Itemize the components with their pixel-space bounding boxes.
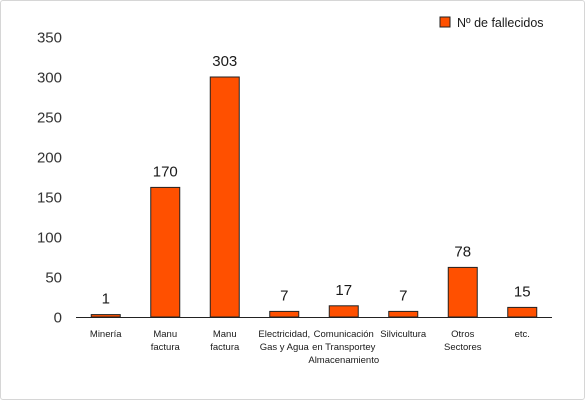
x-tick-label-line: Otros xyxy=(451,329,474,340)
x-tick-label-line: Almacenamiento xyxy=(308,355,379,366)
bar xyxy=(388,310,419,318)
x-tick-label-line: Manu xyxy=(213,329,237,340)
bar xyxy=(447,266,478,318)
x-tick-label: Manu factura xyxy=(151,329,181,353)
x-tick-label: etc. xyxy=(515,329,530,340)
x-tick-label: Silvicultura xyxy=(380,329,427,340)
x-tick-label-line: factura xyxy=(151,342,181,353)
bar xyxy=(328,305,359,318)
bar xyxy=(507,306,538,318)
x-tick-label-line: Minería xyxy=(90,329,122,340)
bar xyxy=(150,186,181,318)
data-label: 7 xyxy=(280,287,288,304)
x-tick-label-line: factura xyxy=(210,342,240,353)
bar xyxy=(209,76,240,318)
x-tick-label-line: en Transportey xyxy=(312,342,376,353)
data-label: 303 xyxy=(212,53,237,70)
y-tick-label: 150 xyxy=(37,190,62,207)
x-tick-label: Electricidad, Gas y Agua xyxy=(258,329,310,353)
y-tick-label: 250 xyxy=(37,110,62,127)
bar xyxy=(90,314,121,318)
x-tick-label-line: Gas y Agua xyxy=(260,342,310,353)
x-axis: Minería Manu factura Manu factura Electricida… xyxy=(76,317,552,366)
y-tick-label: 200 xyxy=(37,150,62,167)
y-tick-label: 100 xyxy=(37,230,62,247)
y-tick-label: 350 xyxy=(37,30,62,47)
data-labels: 1 170 303 7 17 7 78 15 xyxy=(102,53,531,308)
x-tick-label-line: Sectores xyxy=(444,342,482,353)
y-tick-label: 0 xyxy=(54,310,62,327)
x-tick-label-line: Electricidad, xyxy=(258,329,310,340)
legend: Nº de fallecidos xyxy=(439,16,544,30)
x-tick-label-line: Silvicultura xyxy=(380,329,427,340)
x-tick-label: Manu factura xyxy=(210,329,240,353)
y-axis: 0 50 100 150 200 250 300 350 xyxy=(37,30,62,327)
bar xyxy=(269,310,300,318)
bars xyxy=(90,76,538,318)
data-label: 170 xyxy=(153,163,178,180)
legend-label: Nº de fallecidos xyxy=(457,16,544,30)
x-tick-label: Otros Sectores xyxy=(444,329,482,353)
data-label: 78 xyxy=(454,243,471,260)
x-tick-label-line: Manu xyxy=(153,329,177,340)
x-tick-label: Minería xyxy=(90,329,122,340)
data-label: 7 xyxy=(399,287,407,304)
data-label: 1 xyxy=(102,291,110,308)
x-tick-label: Comunicación en Transportey Almacenamiento xyxy=(308,329,379,366)
legend-swatch xyxy=(439,16,451,28)
data-label: 15 xyxy=(514,283,531,300)
x-tick-label-line: etc. xyxy=(515,329,530,340)
y-tick-label: 300 xyxy=(37,70,62,87)
data-label: 17 xyxy=(335,282,352,299)
y-tick-label: 50 xyxy=(45,270,62,287)
x-tick-label-line: Comunicación xyxy=(314,329,374,340)
